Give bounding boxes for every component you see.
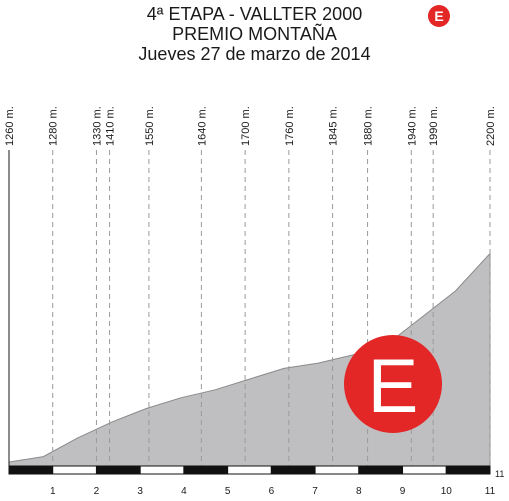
- elevation-label: 1845 m.: [328, 106, 340, 146]
- km-scale-segment: [402, 465, 447, 475]
- km-tick-label: 6: [269, 486, 275, 497]
- elevation-label: 1760 m.: [284, 106, 296, 146]
- km-scale-segment: [270, 465, 316, 475]
- km-scale-segment: [95, 465, 141, 475]
- km-tick-label: 4: [181, 486, 187, 497]
- elevation-label: 2200 m.: [485, 106, 497, 146]
- km-scale-segment: [358, 465, 404, 475]
- elevation-label: 1700 m.: [240, 106, 252, 146]
- km-tick-label: 7: [312, 486, 318, 497]
- km-tick-label: 8: [356, 486, 362, 497]
- km-scale-segment: [227, 465, 272, 475]
- elevation-label: 1550 m.: [144, 106, 156, 146]
- end-km-label: 11: [495, 469, 504, 479]
- km-tick-label: 3: [137, 486, 143, 497]
- km-scale-segment: [314, 465, 360, 475]
- km-tick-label: 1: [50, 486, 56, 497]
- km-scale-segment: [183, 465, 229, 475]
- km-scale-segment: [8, 465, 54, 475]
- header: 4ª ETAPA - VALLTER 2000 PREMIO MONTAÑA J…: [0, 0, 509, 70]
- km-tick-label: 5: [225, 486, 231, 497]
- elevation-label: 1880 m.: [363, 106, 375, 146]
- km-tick-label: 2: [94, 486, 100, 497]
- km-tick-label: 9: [400, 486, 406, 497]
- elevation-label: 1260 m.: [4, 106, 16, 146]
- km-tick-label: 10: [441, 486, 453, 497]
- category-badge-large: [344, 335, 442, 433]
- stage-subtitle: PREMIO MONTAÑA: [172, 24, 337, 44]
- km-scale-segment: [445, 465, 491, 475]
- km-scale-segment: [139, 465, 185, 475]
- elevation-label: 1280 m.: [48, 106, 60, 146]
- stage-title: 4ª ETAPA - VALLTER 2000: [146, 4, 363, 24]
- km-tick-label: 11: [485, 486, 496, 497]
- elevation-label: 1640 m.: [196, 106, 208, 146]
- elevation-label: 1410 m.: [105, 106, 117, 146]
- elevation-label: 1990 m.: [428, 106, 440, 146]
- category-badge-small: E: [428, 5, 450, 27]
- elevation-label: 1940 m.: [406, 106, 418, 146]
- elevation-label: 1330 m.: [91, 106, 103, 146]
- km-scale-segment: [52, 465, 97, 475]
- category-badge-letter: E: [368, 344, 419, 429]
- stage-date: Jueves 27 de marzo de 2014: [138, 44, 371, 64]
